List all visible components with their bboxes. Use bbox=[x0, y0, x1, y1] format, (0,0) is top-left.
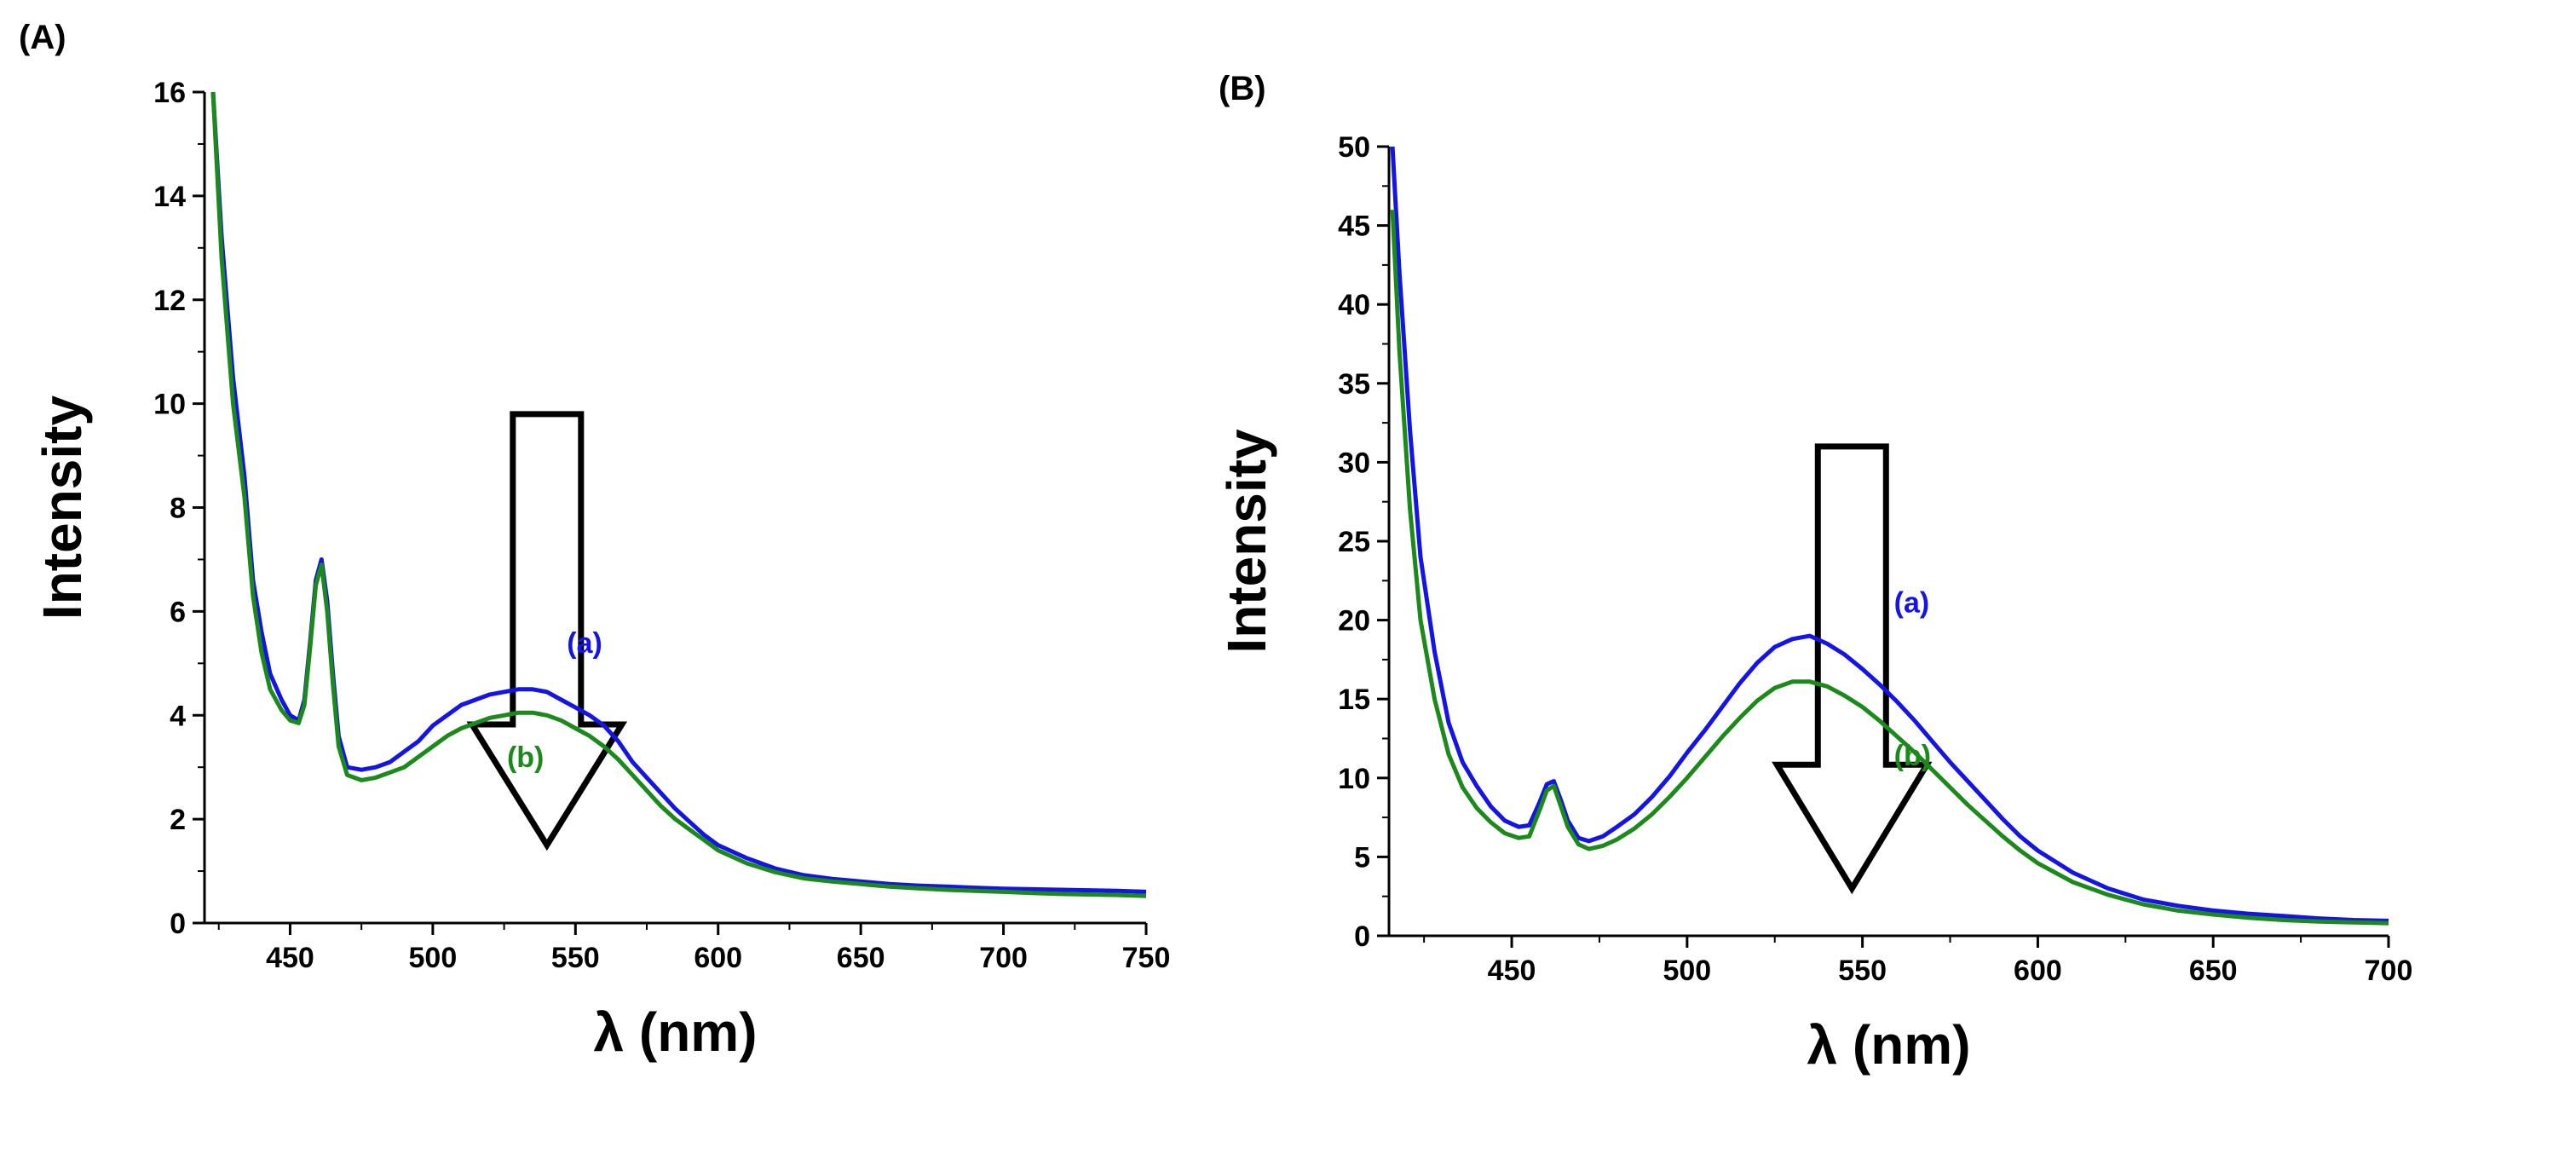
x-tick-label-a: 700 bbox=[979, 942, 1028, 974]
x-tick-label-a: 750 bbox=[1122, 942, 1171, 974]
x-tick-label-a: 600 bbox=[694, 942, 742, 974]
y-tick-label-a: 14 bbox=[153, 181, 186, 213]
y-tick-label-b: 0 bbox=[1354, 920, 1370, 953]
y-tick-label-b: 10 bbox=[1338, 763, 1370, 795]
series-line-a-b bbox=[210, 91, 1147, 898]
y-tick-label-a: 12 bbox=[153, 285, 186, 317]
panel-label-b: (B) bbox=[1219, 70, 1266, 107]
down-arrow-b bbox=[1772, 443, 1933, 895]
y-tick-label-b: 20 bbox=[1338, 605, 1370, 638]
x-tick-label-b: 500 bbox=[1663, 955, 1711, 987]
y-axis-title-a: Intensity bbox=[32, 395, 93, 620]
y-tick-label-a: 4 bbox=[170, 700, 186, 732]
y-tick-label-b: 45 bbox=[1338, 211, 1370, 243]
y-tick-label-b: 40 bbox=[1338, 289, 1370, 321]
series-line-b-b bbox=[1390, 209, 2389, 926]
y-tick-label-a: 8 bbox=[170, 493, 186, 525]
x-tick-label-b: 600 bbox=[2014, 955, 2062, 987]
series-label-a-b: (b) bbox=[507, 741, 544, 774]
x-axis-title-b: λ (nm) bbox=[1807, 1014, 1971, 1076]
y-tick-label-b: 25 bbox=[1338, 526, 1370, 558]
chart-a: 0 2 4 6 8 10 12 14 16 450 500 550 600 650 700 750 λ (nm)… bbox=[32, 77, 1170, 1063]
y-tick-label-b: 50 bbox=[1338, 131, 1370, 164]
x-tick-label-b: 700 bbox=[2365, 955, 2413, 987]
y-tick-label-a: 10 bbox=[153, 389, 186, 421]
panel-label-a: (A) bbox=[19, 19, 66, 56]
y-tick-label-b: 35 bbox=[1338, 368, 1370, 401]
x-tick-label-a: 650 bbox=[837, 942, 885, 974]
x-tick-label-b: 450 bbox=[1488, 955, 1536, 987]
x-tick-label-a: 500 bbox=[409, 942, 458, 974]
y-tick-label-a: 16 bbox=[153, 77, 186, 109]
x-tick-label-b: 650 bbox=[2189, 955, 2238, 987]
y-axis-title-b: Intensity bbox=[1216, 429, 1277, 654]
chart-b: 0 5 10 15 20 25 30 35 40 45 50 450 500 550 600 650 700 λ … bbox=[1216, 131, 2412, 1076]
x-tick-label-a: 550 bbox=[551, 942, 600, 974]
series-line-a-a bbox=[210, 91, 1147, 894]
y-tick-label-b: 15 bbox=[1338, 684, 1370, 716]
y-tick-label-a: 6 bbox=[170, 596, 186, 628]
series-label-b-b: (b) bbox=[1894, 740, 1931, 772]
y-tick-label-b: 5 bbox=[1354, 841, 1370, 874]
x-tick-label-a: 450 bbox=[266, 942, 314, 974]
x-axis-title-a: λ (nm) bbox=[594, 1001, 758, 1063]
y-tick-label-a: 2 bbox=[170, 804, 186, 836]
series-label-a-a: (a) bbox=[567, 627, 602, 660]
y-tick-label-a: 0 bbox=[170, 908, 186, 940]
series-label-b-a: (a) bbox=[1894, 586, 1930, 619]
y-tick-label-b: 30 bbox=[1338, 447, 1370, 479]
x-tick-label-b: 550 bbox=[1838, 955, 1887, 987]
series-line-b-a bbox=[1390, 146, 2389, 923]
down-arrow-a bbox=[466, 411, 628, 851]
